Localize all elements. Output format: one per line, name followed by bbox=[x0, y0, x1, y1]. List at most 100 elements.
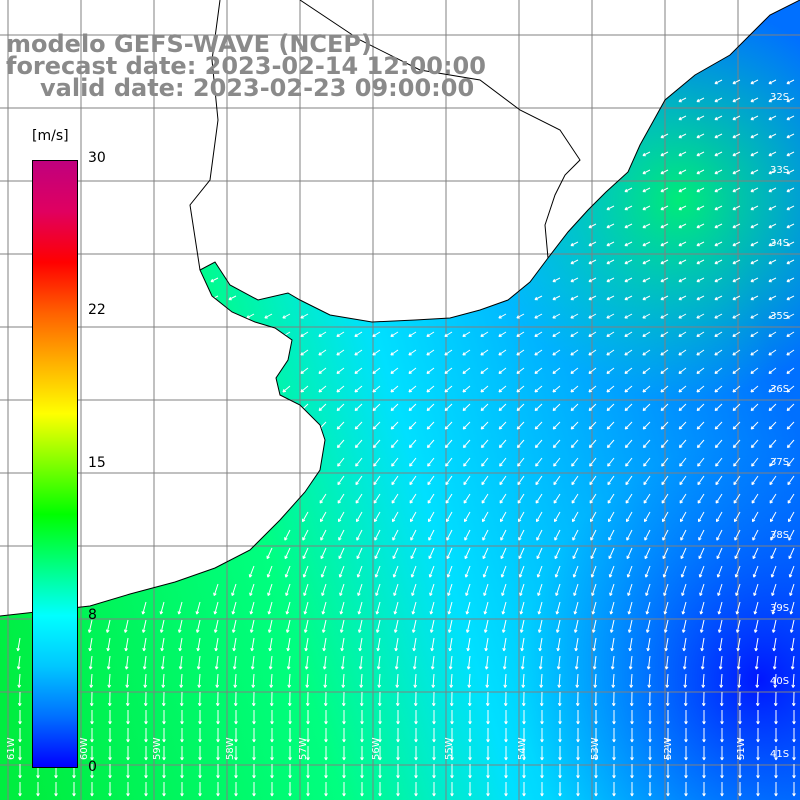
wind-arrow bbox=[408, 439, 417, 449]
wind-arrow bbox=[234, 746, 238, 761]
wind-arrow bbox=[372, 349, 381, 356]
wind-arrow bbox=[768, 421, 777, 430]
wind-arrow bbox=[645, 601, 651, 615]
wind-arrow bbox=[534, 331, 543, 337]
wind-arrow bbox=[177, 619, 183, 633]
wind-arrow bbox=[642, 421, 651, 430]
wind-arrow bbox=[662, 529, 669, 541]
wind-arrow bbox=[554, 547, 561, 560]
wind-arrow bbox=[626, 547, 633, 560]
wind-arrow bbox=[678, 313, 687, 319]
wind-arrow bbox=[357, 619, 363, 633]
wind-arrow bbox=[660, 133, 669, 139]
wind-arrow bbox=[161, 673, 166, 688]
wind-arrow bbox=[144, 710, 148, 725]
wind-arrow bbox=[465, 583, 471, 596]
wind-arrow bbox=[302, 529, 309, 541]
wind-arrow bbox=[769, 475, 777, 486]
wind-arrow bbox=[714, 115, 723, 121]
wind-arrow bbox=[337, 457, 345, 467]
wind-arrow bbox=[558, 764, 562, 779]
wind-arrow bbox=[643, 493, 651, 504]
coastline bbox=[0, 0, 800, 617]
wind-arrow bbox=[769, 493, 777, 504]
wind-arrow bbox=[678, 421, 687, 430]
wind-arrow bbox=[318, 403, 327, 412]
wind-arrow bbox=[732, 97, 741, 103]
wind-arrow bbox=[714, 313, 723, 319]
wind-arrow bbox=[732, 295, 741, 301]
wind-arrow bbox=[750, 331, 759, 337]
wind-arrow bbox=[392, 529, 399, 541]
wind-arrow bbox=[751, 493, 759, 504]
wind-arrow bbox=[467, 691, 472, 707]
wind-arrow bbox=[588, 367, 597, 374]
wind-arrow bbox=[522, 782, 526, 797]
wind-arrow bbox=[612, 710, 616, 725]
wind-arrow bbox=[413, 691, 418, 707]
wind-arrow bbox=[660, 403, 669, 412]
wind-arrow bbox=[606, 331, 615, 337]
wind-arrow bbox=[540, 746, 544, 761]
wind-arrow bbox=[144, 746, 148, 761]
wind-arrow bbox=[431, 691, 436, 707]
wind-arrow bbox=[768, 133, 777, 139]
wind-arrow bbox=[552, 367, 561, 374]
lon-tick-label: 59W bbox=[152, 737, 163, 760]
wind-arrow bbox=[233, 673, 238, 688]
wind-arrow bbox=[444, 421, 453, 430]
wind-arrow bbox=[17, 673, 22, 688]
wind-arrow bbox=[338, 547, 345, 560]
lon-tick-label: 61W bbox=[6, 737, 17, 760]
wind-arrow bbox=[107, 691, 112, 707]
wind-arrow bbox=[359, 673, 364, 688]
wind-arrow bbox=[486, 746, 490, 761]
wind-arrow bbox=[786, 169, 795, 175]
wind-arrow bbox=[701, 673, 706, 688]
wind-arrow bbox=[213, 601, 219, 615]
wind-arrow bbox=[126, 782, 130, 797]
wind-arrow bbox=[324, 728, 328, 743]
wind-arrow bbox=[396, 764, 400, 779]
wind-arrow bbox=[390, 439, 399, 449]
wind-arrow bbox=[660, 205, 669, 211]
wind-arrow bbox=[210, 277, 219, 283]
wind-arrow bbox=[444, 439, 453, 449]
wind-arrow bbox=[481, 457, 489, 467]
wind-arrow bbox=[125, 691, 130, 707]
wind-arrow bbox=[610, 655, 615, 670]
wind-arrow bbox=[108, 746, 112, 761]
wind-arrow bbox=[320, 565, 327, 578]
wind-arrow bbox=[270, 728, 274, 743]
wind-arrow bbox=[516, 421, 525, 430]
wind-arrow bbox=[394, 655, 399, 670]
wind-arrow bbox=[786, 421, 795, 430]
wind-arrow bbox=[320, 529, 327, 541]
wind-arrow bbox=[36, 782, 40, 797]
wind-arrow bbox=[519, 619, 525, 633]
wind-arrow bbox=[214, 637, 219, 652]
wind-arrow bbox=[678, 241, 687, 247]
wind-arrow bbox=[714, 331, 723, 337]
wind-arrow bbox=[570, 259, 579, 265]
wind-arrow bbox=[410, 511, 417, 523]
wind-arrow bbox=[426, 367, 435, 374]
lat-tick-label: 33S bbox=[770, 165, 789, 176]
wind-arrow bbox=[660, 187, 669, 193]
wind-arrow bbox=[606, 313, 615, 319]
wind-arrow bbox=[570, 367, 579, 374]
wind-arrow bbox=[630, 710, 634, 725]
wind-arrow bbox=[318, 367, 327, 374]
wind-arrow bbox=[696, 223, 705, 229]
wind-arrow bbox=[324, 782, 328, 797]
wind-arrow bbox=[786, 79, 795, 85]
wind-arrow bbox=[552, 421, 561, 430]
wind-arrow bbox=[144, 782, 148, 797]
wind-arrow bbox=[482, 511, 489, 523]
wind-arrow bbox=[575, 691, 580, 707]
wind-arrow bbox=[786, 259, 795, 265]
wind-arrow bbox=[642, 241, 651, 247]
wind-arrow bbox=[786, 313, 795, 319]
wind-arrow bbox=[768, 223, 777, 229]
wind-arrow bbox=[588, 313, 597, 319]
